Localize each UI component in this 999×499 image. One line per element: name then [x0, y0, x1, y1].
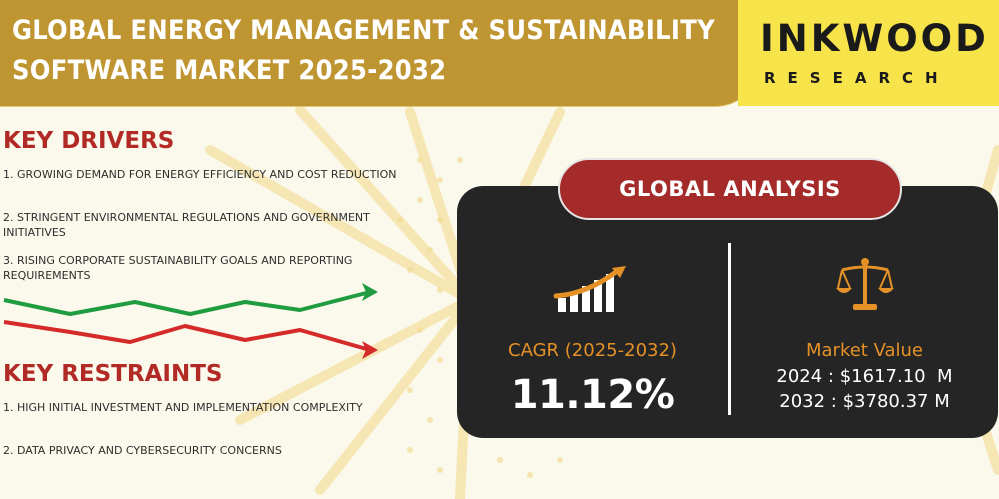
driver-item: 2. STRINGENT ENVIRONMENTAL REGULATIONS A…: [3, 211, 370, 239]
cagr-label: CAGR (2025-2032): [508, 340, 677, 361]
balance-scale-icon: [836, 256, 894, 318]
bar-growth-arrow-icon: [552, 264, 632, 318]
restraint-item: 2. DATA PRIVACY AND CYBERSECURITY CONCER…: [3, 444, 282, 457]
logo-subtitle: RESEARCH: [764, 69, 950, 87]
key-drivers-heading: KEY DRIVERS: [3, 128, 175, 154]
logo: INKWOOD RESEARCH: [738, 0, 999, 106]
global-analysis-heading: GLOBAL ANALYSIS: [558, 158, 902, 220]
page-title-line-1: GLOBAL ENERGY MANAGEMENT & SUSTAINABILIT…: [12, 15, 716, 46]
driver-item: 3. RISING CORPORATE SUSTAINABILITY GOALS…: [3, 254, 353, 282]
logo-name: INKWOOD: [760, 17, 989, 60]
page-title-line-2: SOFTWARE MARKET 2025-2032: [12, 55, 447, 86]
trend-lines-icon: [3, 283, 378, 359]
market-value-2032: 2032 : $3780.37 M: [779, 391, 950, 412]
cagr-value: 11.12%: [510, 372, 675, 418]
panel-divider: [728, 243, 731, 415]
market-value-2024: 2024 : $1617.10 M: [776, 366, 953, 387]
restraint-item: 1. HIGH INITIAL INVESTMENT AND IMPLEMENT…: [3, 401, 363, 414]
market-value-label: Market Value: [805, 340, 924, 361]
driver-item: 1. GROWING DEMAND FOR ENERGY EFFICIENCY …: [3, 168, 397, 181]
key-restraints-heading: KEY RESTRAINTS: [3, 361, 223, 387]
global-analysis-panel: [457, 186, 998, 438]
title-banner: GLOBAL ENERGY MANAGEMENT & SUSTAINABILIT…: [0, 0, 761, 107]
